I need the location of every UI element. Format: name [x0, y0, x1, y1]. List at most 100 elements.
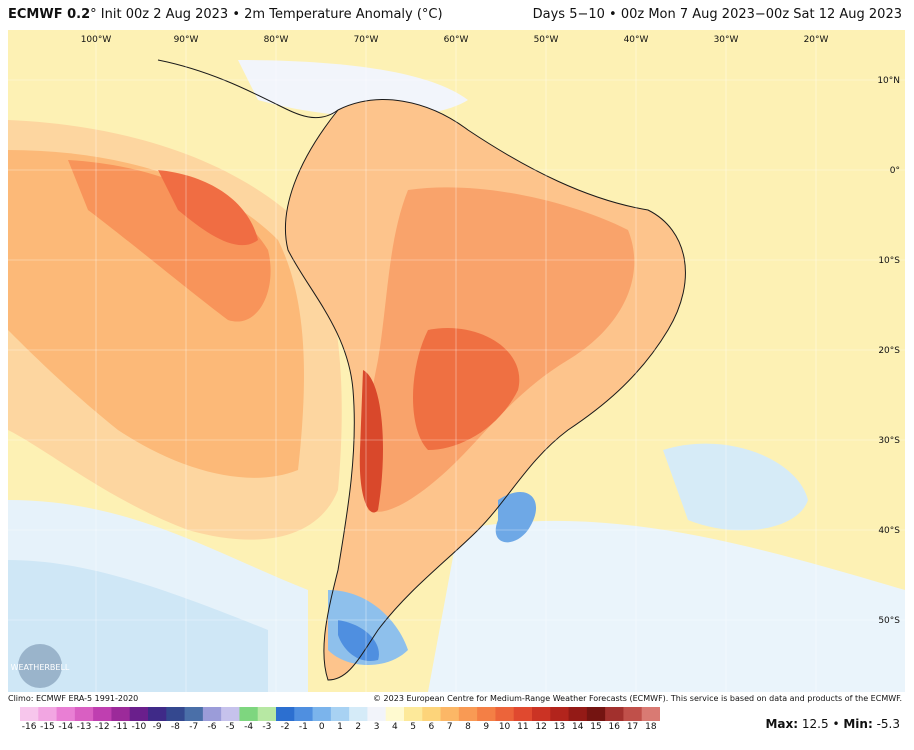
- min-value: -5.3: [876, 717, 900, 731]
- color-swatch: [20, 707, 39, 721]
- color-scale-tick: -15: [40, 722, 55, 732]
- lon-label-90w: 90°W: [174, 35, 199, 45]
- color-swatch: [605, 707, 624, 721]
- color-swatch: [623, 707, 643, 721]
- pacific-hot-spot: [158, 170, 258, 246]
- color-swatch: [513, 707, 533, 721]
- color-scale-tick: 16: [608, 722, 621, 732]
- longitude-labels: 100°W 90°W 80°W 70°W 60°W 50°W 40°W 30°W…: [81, 35, 829, 45]
- color-swatch: [422, 707, 442, 721]
- color-swatch: [404, 707, 423, 721]
- color-scale-tick: 15: [590, 722, 602, 732]
- lat-label-50s: 50°S: [878, 616, 900, 626]
- color-swatch: [477, 707, 496, 721]
- valid-range: Days 5−10 • 00z Mon 7 Aug 2023−00z Sat 1…: [532, 7, 902, 22]
- color-swatch: [166, 707, 186, 721]
- lat-label-20s: 20°S: [878, 346, 900, 356]
- color-scale-tick: 6: [428, 722, 435, 732]
- lon-label-70w: 70°W: [354, 35, 379, 45]
- color-swatch: [202, 707, 222, 721]
- land-warm-core: [413, 328, 520, 450]
- land-hot-chile: [359, 370, 383, 513]
- color-swatch: [458, 707, 478, 721]
- color-scale-tick: 7: [446, 722, 453, 732]
- logo-text: WEATHERBELL: [11, 663, 70, 672]
- pacific-warm-core: [68, 160, 271, 322]
- color-scale-tick: 10: [498, 722, 511, 732]
- copyright-note: © 2023 European Centre for Medium-Range …: [373, 694, 902, 703]
- southern-ocean-cool-2: [8, 560, 268, 692]
- color-swatch: [93, 707, 112, 721]
- color-swatch: [550, 707, 570, 721]
- color-scale-tick: 4: [391, 722, 398, 732]
- color-swatch: [276, 707, 295, 721]
- color-swatch: [56, 707, 76, 721]
- color-scale-tick: -1: [298, 722, 308, 732]
- lon-label-100w: 100°W: [81, 35, 112, 45]
- color-swatch: [495, 707, 515, 721]
- lat-label-30s: 30°S: [878, 436, 900, 446]
- climo-note: Climo: ECMWF ERA-5 1991-2020: [8, 694, 139, 703]
- max-value: 12.5: [801, 717, 829, 731]
- model-name: ECMWF 0.2: [8, 7, 91, 22]
- title-separator: •: [232, 7, 241, 22]
- color-swatch: [221, 707, 240, 721]
- color-swatch: [148, 707, 167, 721]
- color-scale-tick: -7: [189, 722, 199, 732]
- color-scale-tick: 9: [483, 722, 490, 732]
- lon-label-40w: 40°W: [624, 35, 649, 45]
- lon-label-30w: 30°W: [714, 35, 739, 45]
- patagonia-cold: [338, 620, 379, 661]
- color-scale-tick: 8: [465, 722, 471, 732]
- weatherbell-logo: WEATHERBELL: [11, 644, 70, 688]
- color-swatch: [440, 707, 460, 721]
- color-scale-tick: 11: [517, 722, 529, 732]
- lat-label-40s: 40°S: [878, 526, 900, 536]
- color-scale-tick: 5: [410, 722, 417, 732]
- color-scale-tick: -10: [131, 722, 147, 732]
- color-swatch: [385, 707, 405, 721]
- anomaly-map: 100°W 90°W 80°W 70°W 60°W 50°W 40°W 30°W…: [8, 30, 905, 692]
- chart-title: ECMWF 0.2° Init 00z 2 Aug 2023 • 2m Temp…: [8, 7, 443, 22]
- color-scale-tick: 14: [571, 722, 584, 732]
- latitude-labels: 10°N 0° 10°S 20°S 30°S 40°S 50°S: [877, 76, 900, 626]
- color-swatch: [111, 707, 131, 721]
- lon-label-80w: 80°W: [264, 35, 289, 45]
- color-swatch: [184, 707, 204, 721]
- min-label: Min:: [843, 717, 873, 731]
- color-scale-tick: -16: [21, 722, 37, 732]
- color-scale-tick: -12: [94, 722, 110, 732]
- coastline: [284, 99, 686, 681]
- color-scale-bar: [20, 707, 660, 721]
- color-swatch: [74, 707, 94, 721]
- color-swatch: [38, 707, 58, 721]
- color-swatch: [367, 707, 387, 721]
- color-swatch: [257, 707, 277, 721]
- color-scale-tick: -9: [152, 722, 162, 732]
- degree-symbol: °: [90, 7, 97, 22]
- lat-label-10n: 10°N: [877, 76, 900, 86]
- lon-label-20w: 20°W: [804, 35, 829, 45]
- color-scale-tick: -2: [280, 722, 290, 732]
- lon-label-60w: 60°W: [444, 35, 469, 45]
- color-scale-tick: -5: [225, 722, 235, 732]
- atlantic-cool-patch: [663, 443, 808, 531]
- color-scale-tick: -13: [76, 722, 92, 732]
- init-time: Init 00z 2 Aug 2023: [100, 7, 229, 22]
- color-scale-tick: 13: [553, 722, 566, 732]
- color-scale-tick: -8: [170, 722, 180, 732]
- lat-label-10s: 10°S: [878, 256, 900, 266]
- color-swatch: [568, 707, 588, 721]
- color-scale-tick: 3: [373, 722, 380, 732]
- color-swatch: [129, 707, 149, 721]
- color-swatch: [239, 707, 259, 721]
- color-scale-tick: 18: [645, 722, 657, 732]
- color-scale-tick: 17: [626, 722, 639, 732]
- color-scale-tick: -11: [113, 722, 128, 732]
- lat-label-0: 0°: [890, 166, 900, 176]
- color-swatch: [330, 707, 350, 721]
- color-swatch: [312, 707, 332, 721]
- color-scale-ticks: -16 -15 -14 -13 -12 -11 -10 -9 -8 -7 -6 -5 -4 -3 -2 -1 0…: [20, 722, 660, 736]
- color-scale-tick: -3: [262, 722, 272, 732]
- color-swatch: [586, 707, 606, 721]
